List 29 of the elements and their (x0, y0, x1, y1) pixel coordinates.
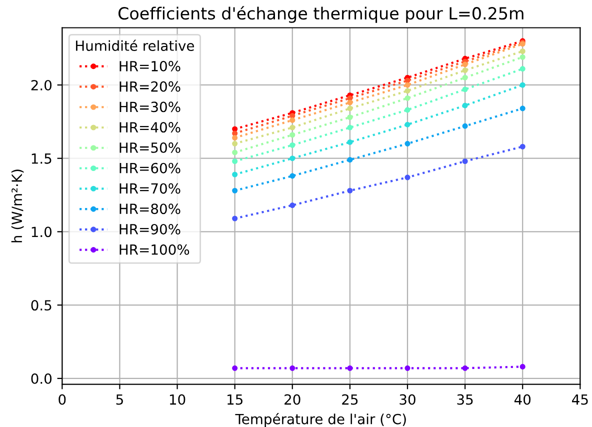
x-tick-label: 35 (457, 394, 473, 405)
legend-label: HR=20% (120, 81, 180, 92)
y-tick-label: 1.0 (32, 226, 52, 238)
y-tick-label: 2.0 (31, 80, 52, 90)
legend-label: HR=50% (120, 142, 180, 153)
y-tick-label: 0.0 (31, 373, 52, 384)
x-axis-title: Température de l'air (°C) (235, 413, 406, 427)
x-tick-label: 10 (170, 394, 186, 405)
legend-label: HR=60% (120, 162, 180, 174)
x-tick-label: 15 (228, 394, 242, 405)
y-tick-label: 0.5 (31, 300, 52, 311)
x-tick-label: 25 (342, 394, 358, 405)
legend-label: HR=80% (120, 204, 180, 214)
chart-title: Coefficients d'échange thermique pour L=0.25m (118, 6, 524, 23)
legend-label: HR=90% (120, 224, 180, 234)
y-tick-label: 1.5 (32, 153, 52, 164)
y-axis-title: h (W/m²·K) (11, 170, 24, 242)
x-tick-label: 40 (514, 394, 531, 405)
legend-label: HR=30% (120, 102, 180, 112)
legend-label: HR=40% (120, 122, 180, 133)
legend-label: HR=10% (120, 60, 180, 72)
x-tick-label: 5 (116, 394, 123, 405)
legend-title: Humidité relative (76, 40, 194, 52)
x-tick-label: 20 (284, 394, 300, 405)
x-tick-label: 30 (400, 394, 416, 405)
x-tick-label: 0 (58, 394, 66, 405)
x-tick-label: 45 (572, 394, 588, 405)
legend-label: HR=100% (120, 244, 190, 255)
legend-label: HR=70% (120, 183, 180, 194)
